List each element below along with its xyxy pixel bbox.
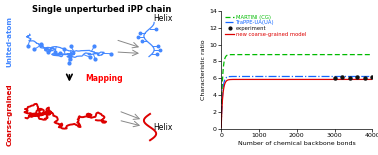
Text: Single unperturbed iPP chain: Single unperturbed iPP chain (33, 5, 172, 14)
Text: Mapping: Mapping (86, 74, 123, 83)
Text: Helix: Helix (153, 14, 173, 23)
Legend: MARTINI (CG), TraPPE-UA(UA), experiment, new coarse-grained model: MARTINI (CG), TraPPE-UA(UA), experiment,… (224, 13, 307, 38)
Text: Coarse-grained: Coarse-grained (6, 83, 12, 146)
X-axis label: Number of chemical backbone bonds: Number of chemical backbone bonds (238, 141, 356, 146)
Text: United-atom: United-atom (6, 16, 12, 67)
Text: Helix: Helix (153, 123, 173, 132)
Y-axis label: Characteristic ratio: Characteristic ratio (201, 39, 206, 100)
